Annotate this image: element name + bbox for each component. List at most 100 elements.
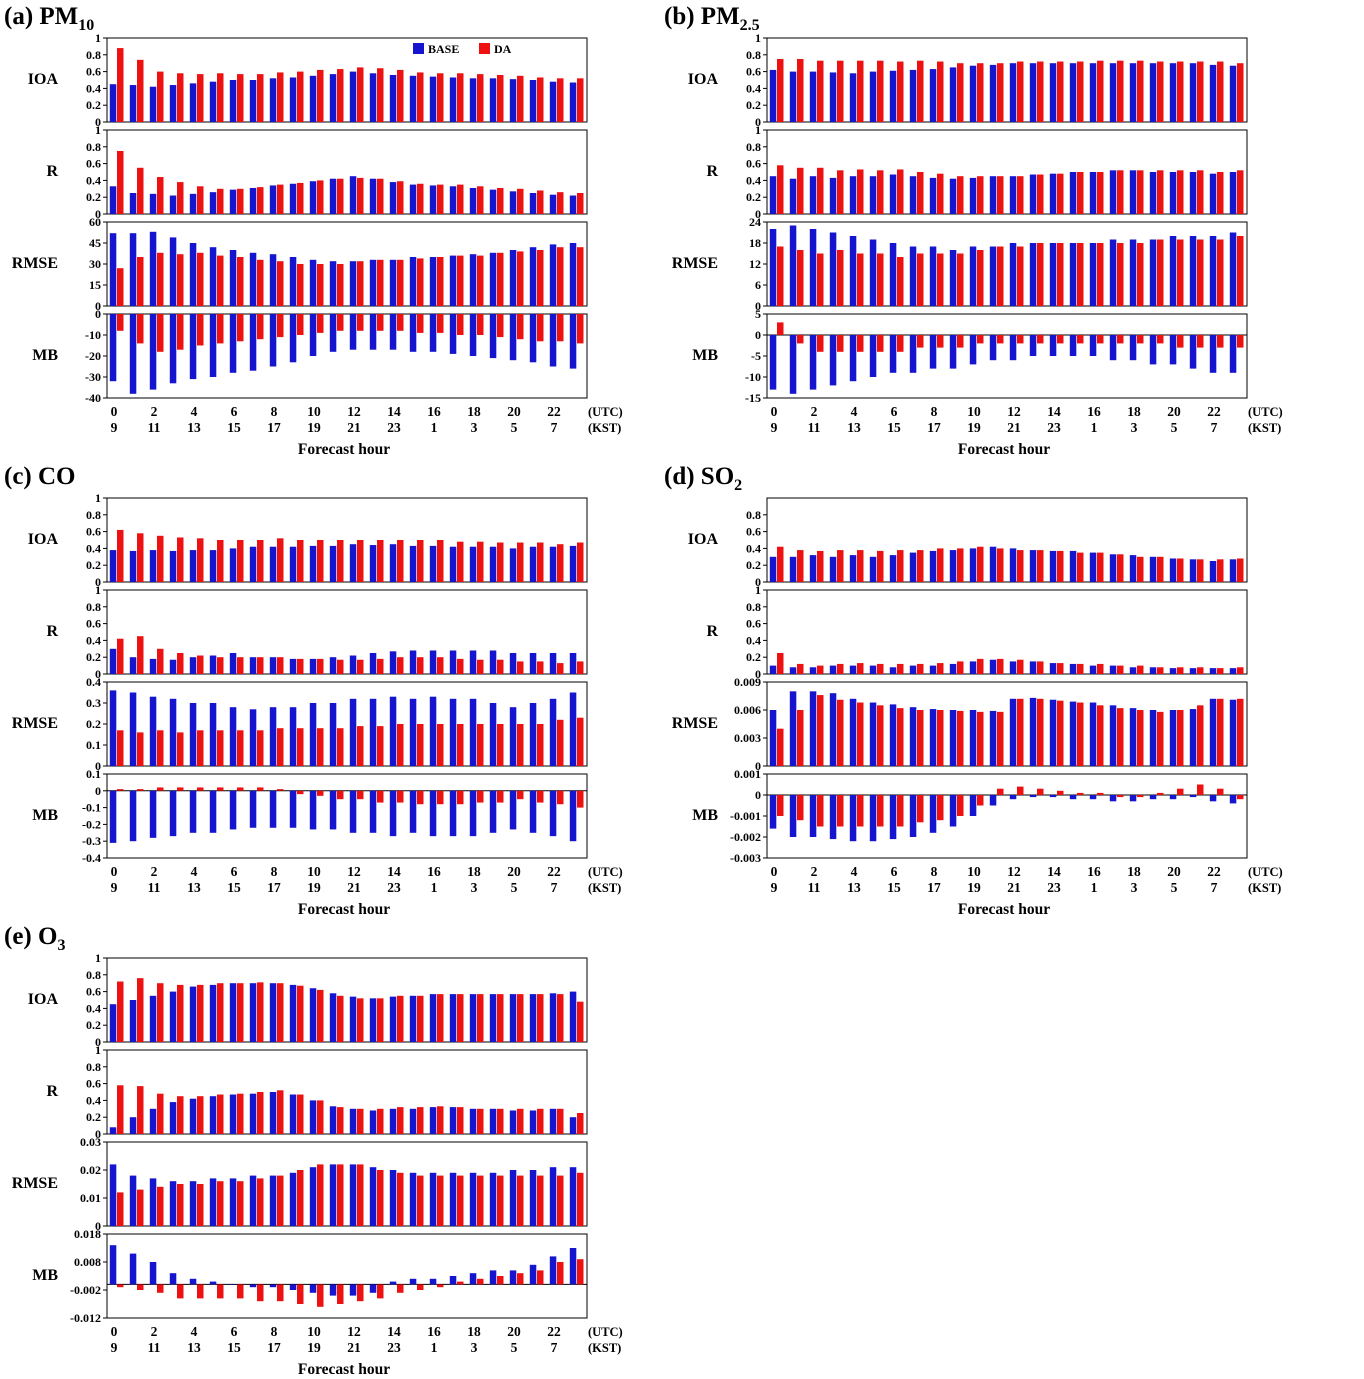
bar-base-h19	[489, 78, 497, 122]
bar-da-h4	[197, 1184, 204, 1226]
bar-base-h9	[949, 178, 957, 214]
x-tick-kst: 1	[431, 420, 438, 435]
x-tick-utc: 0	[771, 404, 778, 419]
bar-da-h3	[837, 170, 844, 214]
bar-da-h10	[317, 180, 324, 214]
y-tick-label: 0.4	[746, 81, 761, 95]
bar-base-h22	[1209, 668, 1217, 674]
bar-da-h11	[997, 658, 1004, 674]
plot-box	[106, 1141, 588, 1227]
bar-base-h11	[329, 1284, 337, 1296]
bar-da-h14	[1057, 61, 1064, 122]
x-axis-title: Forecast hour	[298, 441, 390, 458]
y-tick-label: 0.4	[86, 1093, 101, 1107]
chart-e-mb: 0.018 0.008 -0.002 -0.012	[70, 1230, 588, 1322]
bar-da-h23	[577, 193, 584, 214]
x-tick-kst: 11	[808, 880, 821, 895]
bar-da-h15	[417, 540, 424, 582]
bar-da-h17	[1117, 554, 1124, 582]
bar-da-h22	[557, 719, 564, 766]
bar-da-h7	[257, 787, 264, 791]
y-tick-label: 5	[755, 310, 761, 321]
subplot-a-rmse: RMSE 0 15 30 45 60	[4, 218, 660, 310]
x-tick-utc: 18	[467, 1324, 481, 1339]
bar-base-h19	[1149, 63, 1157, 122]
x-axis-svg: 09211413615817101912211423161183205227(U…	[771, 864, 1283, 918]
bar-base-h22	[1209, 561, 1217, 582]
bar-base-h4	[189, 1278, 197, 1285]
bar-da-h20	[517, 994, 524, 1042]
bar-da-h10	[317, 1164, 324, 1226]
bar-da-h23	[1237, 63, 1244, 122]
x-tick-kst: 9	[111, 1340, 118, 1355]
subplot-c-ioa: IOA 0 0.2 0.4 0.6 0.8 1	[4, 494, 660, 586]
bar-da-h22	[557, 544, 564, 582]
bar-base-h10	[309, 75, 317, 122]
y-tick-label: -0.001	[730, 809, 761, 823]
bar-da-h16	[1097, 60, 1104, 122]
bar-base-h11	[329, 1164, 337, 1226]
bar-da-h4	[197, 984, 204, 1042]
x-tick-utc: 8	[271, 1324, 278, 1339]
bar-base-h18	[1129, 170, 1137, 214]
bar-da-h19	[497, 74, 504, 122]
bar-da-h10	[977, 250, 984, 306]
bar-base-h23	[569, 790, 577, 842]
bar-base-h4	[189, 1181, 197, 1226]
bar-da-h0	[117, 151, 124, 214]
bar-da-h5	[877, 60, 884, 122]
y-tick-label: 0.4	[86, 678, 101, 689]
bar-da-h6	[237, 188, 244, 214]
x-tick-kst: 3	[471, 880, 478, 895]
bar-da-h6	[897, 169, 904, 214]
x-tick-utc: 16	[427, 404, 441, 419]
x-tick-kst: 21	[347, 420, 361, 435]
subplot-c-r: R 0 0.2 0.4 0.6 0.8 1	[4, 586, 660, 678]
bar-base-h9	[949, 710, 957, 766]
subplot-b-rmse: RMSE 0 6 12 18 24	[664, 218, 1364, 310]
bar-base-h16	[1089, 665, 1097, 674]
y-tick-label: 0	[95, 299, 101, 310]
bar-da-h8	[937, 335, 944, 348]
bar-da-h9	[957, 176, 964, 214]
bar-da-h0	[117, 48, 124, 122]
y-tick-label: -20	[85, 349, 101, 363]
bar-da-h18	[477, 1278, 484, 1285]
bar-base-h21	[529, 1110, 537, 1134]
bar-da-h14	[397, 69, 404, 122]
bar-base-h1	[789, 556, 797, 582]
bar-da-h21	[1197, 61, 1204, 122]
y-tick-label: 0	[95, 1127, 101, 1138]
x-tick-kst: 19	[307, 420, 321, 435]
bar-base-h18	[469, 994, 477, 1042]
bar-da-h22	[557, 192, 564, 214]
bar-da-h7	[917, 550, 924, 582]
bar-base-h11	[329, 261, 337, 306]
bar-da-h4	[197, 538, 204, 582]
x-tick-utc: 12	[1007, 404, 1021, 419]
bar-da-h12	[357, 1284, 364, 1302]
bar-base-h6	[889, 70, 897, 122]
bar-base-h5	[209, 1096, 217, 1134]
bar-base-h0	[109, 233, 117, 306]
bar-da-h1	[137, 636, 144, 674]
bar-base-h12	[1009, 243, 1017, 306]
bar-da-h21	[537, 542, 544, 582]
bar-da-h5	[217, 73, 224, 122]
bar-da-h3	[837, 699, 844, 766]
bar-da-h10	[977, 795, 984, 806]
subplot-b-ioa: IOA 0 0.2 0.4 0.6 0.8 1	[664, 34, 1364, 126]
x-axis-title: Forecast hour	[958, 901, 1050, 918]
bar-base-h16	[429, 1278, 437, 1285]
bar-da-h23	[577, 78, 584, 122]
bar-base-h12	[349, 176, 357, 214]
bar-base-h8	[929, 69, 937, 122]
bar-da-h19	[497, 1108, 504, 1134]
y-tick-label: 0	[95, 115, 101, 126]
bar-base-h0	[109, 690, 117, 766]
metric-label-mb: MB	[32, 807, 58, 824]
bar-da-h14	[397, 314, 404, 331]
bar-base-h19	[1149, 667, 1157, 674]
bar-base-h5	[209, 550, 217, 582]
plot-box	[766, 497, 1248, 583]
